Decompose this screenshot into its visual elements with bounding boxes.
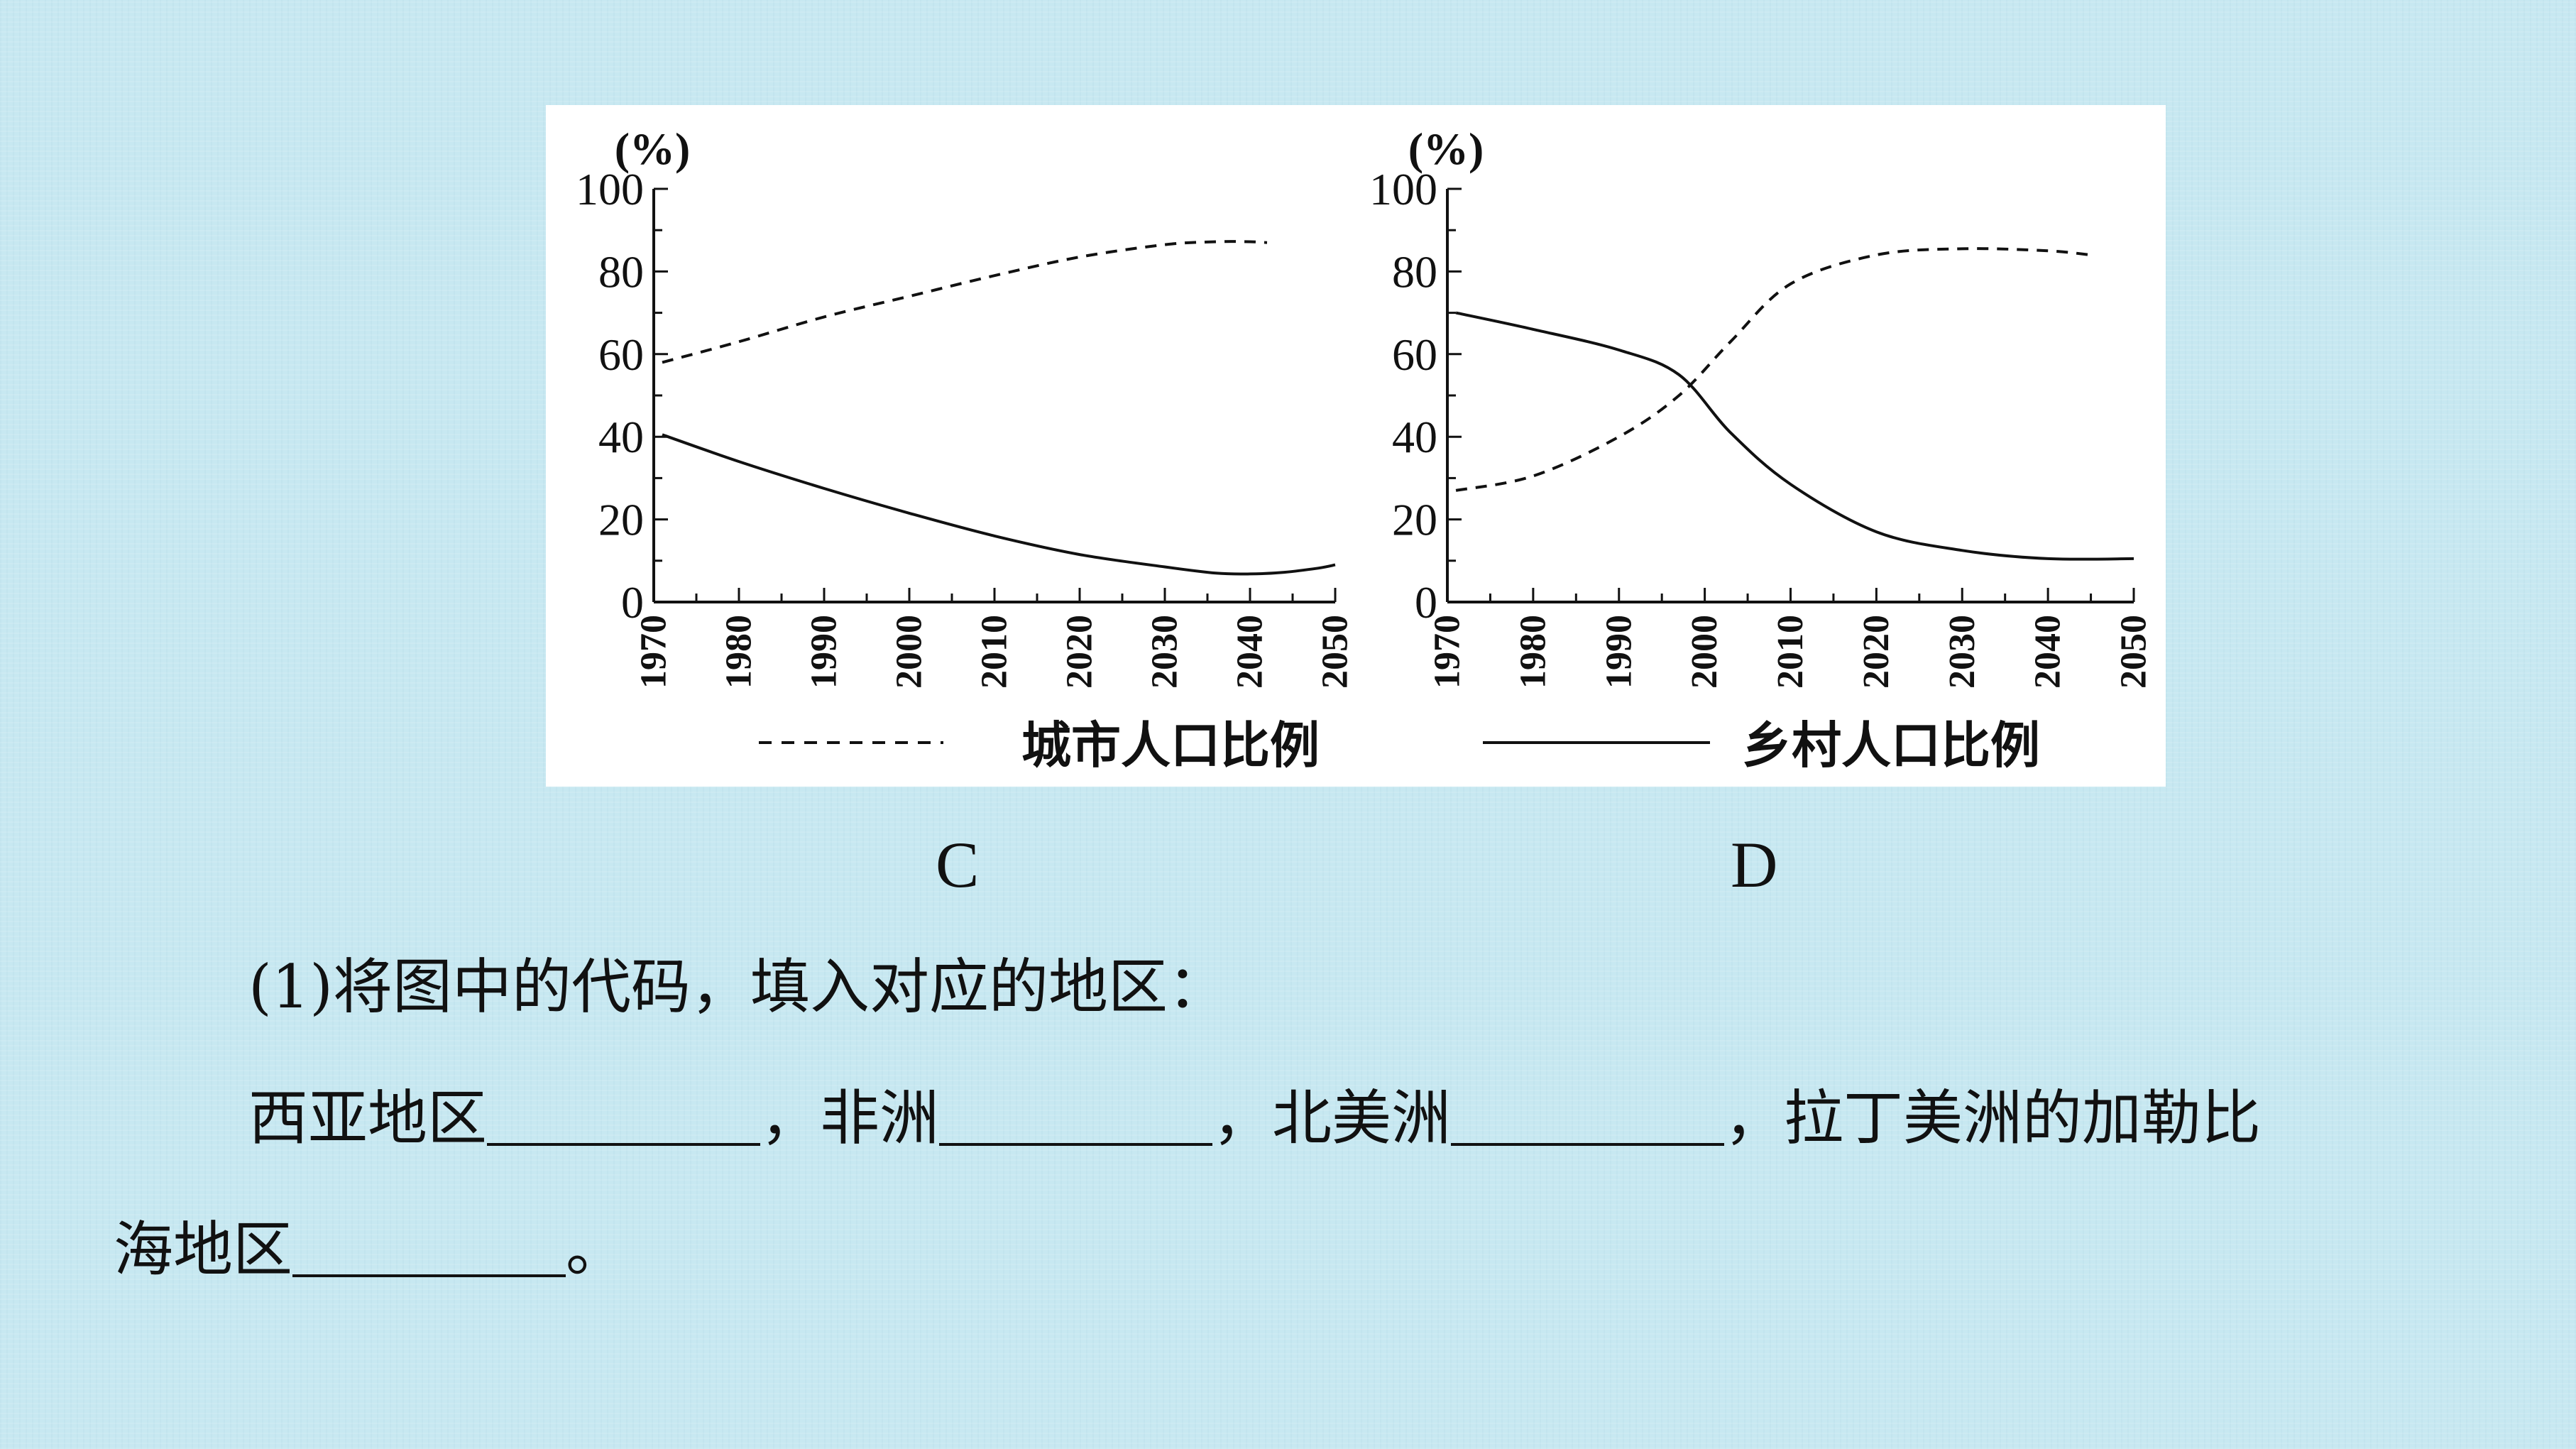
chart-c-y-tick-label-0: 0 — [621, 577, 644, 628]
chart-c-legend-label: 城市人口比例 — [1021, 716, 1320, 775]
chart-c-x-tick-label-2010: 2010 — [975, 615, 1015, 689]
chart-c-x-tick-label-2020: 2020 — [1060, 615, 1100, 689]
chart-d-x-tick-label-1990: 1990 — [1599, 615, 1639, 689]
chart-d-x-tick-label-2020: 2020 — [1856, 615, 1897, 689]
chart-c-x-tick-label-1970: 1970 — [634, 615, 674, 689]
chart-d-x-tick-label-2040: 2040 — [2028, 615, 2068, 689]
blank-north-america[interactable] — [1451, 1083, 1725, 1146]
chart-c-y-tick-label-60: 60 — [598, 329, 644, 380]
chart-c-y-tick-label-40: 40 — [598, 412, 644, 462]
chart-d-x-tick-label-2000: 2000 — [1684, 615, 1725, 689]
label-caribbean-end: 海地区 — [114, 1215, 293, 1284]
label-africa: ，非洲 — [760, 1083, 940, 1153]
line-end-period: 。 — [566, 1215, 626, 1284]
chart-d-series-solid — [1455, 311, 2134, 561]
chart-c-x-tick-label-1990: 1990 — [804, 615, 845, 689]
chart-c-x-tick-label-2000: 2000 — [889, 615, 930, 689]
chart-d-y-tick-label-80: 80 — [1392, 246, 1437, 297]
chart-d-y-tick-label-20: 20 — [1392, 495, 1437, 545]
label-caribbean-start: ，拉丁美洲的加勒比 — [1724, 1083, 2262, 1153]
chart-d-y-tick-label-0: 0 — [1415, 577, 1437, 628]
chart-c-y-tick-label-20: 20 — [598, 495, 644, 545]
blank-africa[interactable] — [939, 1083, 1213, 1146]
chart-d-x-tick-label-2010: 2010 — [1770, 615, 1811, 689]
chart-d-y-tick-label-40: 40 — [1392, 412, 1437, 462]
chart-d-y-tick-label-100: 100 — [1369, 164, 1437, 214]
question-line-2: 西亚地区 ，非洲 ，北美洲 ，拉丁美洲的加勒比 — [248, 1083, 2261, 1154]
chart-c-x-tick-label-1980: 1980 — [719, 615, 760, 689]
chart-c-caption: C — [936, 829, 980, 901]
chart-d-caption: D — [1731, 829, 1778, 901]
chart-d-x-tick-label-1980: 1980 — [1513, 615, 1553, 689]
chart-c-y-tick-label-100: 100 — [576, 164, 644, 214]
chart-c-series-dashed — [662, 240, 1268, 364]
chart-c-unit-label: (%) — [615, 124, 691, 174]
chart-d-x-tick-label-2050: 2050 — [2114, 615, 2154, 689]
chart-d-x-tick-label-2030: 2030 — [1942, 615, 1983, 689]
chart-d-series-dashed — [1455, 247, 2091, 492]
chart-d-legend-label: 乡村人口比例 — [1742, 716, 2040, 775]
chart-c-x-tick-label-2040: 2040 — [1230, 615, 1271, 689]
label-north-america: ，北美洲 — [1212, 1083, 1452, 1153]
question-prompt: (1)将图中的代码，填入对应的地区： — [248, 952, 1227, 1022]
chart-d-y-tick-label-60: 60 — [1392, 329, 1437, 380]
label-west-asia: 西亚地区 — [248, 1083, 488, 1153]
blank-caribbean[interactable] — [292, 1215, 566, 1277]
question-line-1: (1)将图中的代码，填入对应的地区： — [248, 951, 1227, 1023]
figure-panel: (%) 0 20 40 60 80 100 1970 1980 1990 2000 2010 2020 2… — [546, 105, 2166, 787]
chart-d-x-tick-label-1970: 1970 — [1427, 615, 1468, 689]
chart-d-unit-label: (%) — [1408, 124, 1484, 174]
question-line-3: 海地区 。 — [114, 1214, 625, 1286]
blank-west-asia[interactable] — [487, 1083, 761, 1146]
chart-c-x-tick-label-2030: 2030 — [1145, 615, 1185, 689]
chart-c-x-tick-label-2050: 2050 — [1315, 615, 1356, 689]
chart-c-y-tick-label-80: 80 — [598, 246, 644, 297]
chart-c-series-solid — [662, 433, 1336, 576]
